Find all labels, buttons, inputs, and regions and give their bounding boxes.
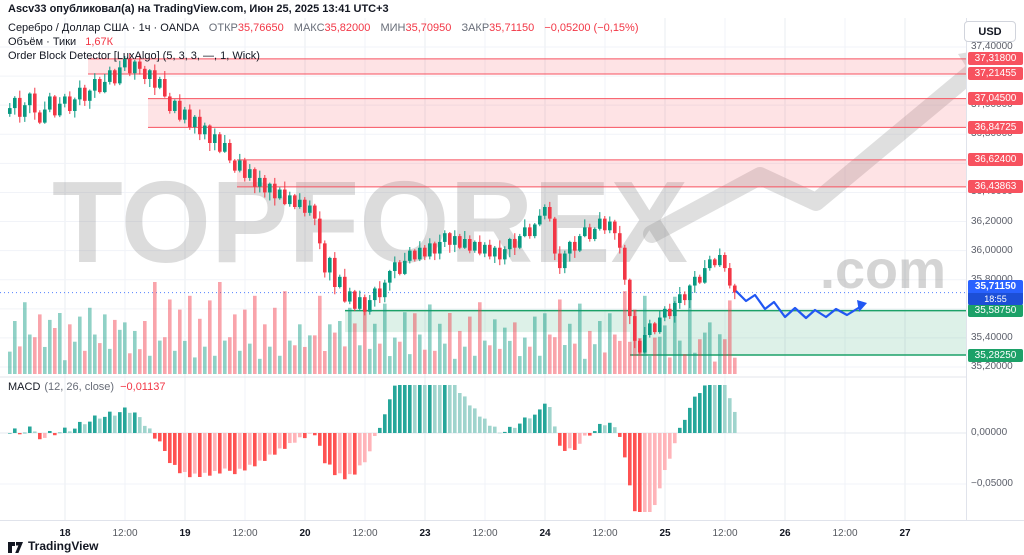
indicator-legend-row[interactable]: Order Block Detector [LuxAlgo] (5, 3, 3,… xyxy=(8,49,639,63)
low-value: 35,70950 xyxy=(405,22,452,34)
bearish-order-block xyxy=(88,58,966,74)
price-grid-label: 35,40000 xyxy=(971,331,1013,343)
bullish-zone-price-label: 35,58750 xyxy=(968,304,1023,318)
macd-histogram xyxy=(8,385,737,512)
chart-legend: Серебро / Доллар США · 1ч · OANDA ОТКР35… xyxy=(8,21,639,63)
macd-label: MACD xyxy=(8,381,41,393)
indicator-title: Order Block Detector [LuxAlgo] (5, 3, 3,… xyxy=(8,50,260,62)
time-tick-day: 27 xyxy=(899,528,911,539)
bullish-order-block xyxy=(630,332,966,355)
time-tick-day: 25 xyxy=(659,528,671,539)
bearish-order-block xyxy=(237,159,966,187)
price-grid-label: 35,20000 xyxy=(971,361,1013,372)
time-tick-hour: 12:00 xyxy=(832,528,858,539)
macd-value: −0,01137 xyxy=(120,381,166,393)
order-block-zones xyxy=(88,58,966,356)
price-grid-label: 36,20000 xyxy=(971,215,1013,227)
bearish-zone-price-label: 36,62400 xyxy=(968,153,1023,167)
time-tick-hour: 12:00 xyxy=(232,528,258,539)
bearish-zone-price-label: 36,43863 xyxy=(968,180,1023,194)
change-value: −0,05200 (−0,15%) xyxy=(544,22,639,34)
bar-countdown: 18:55 xyxy=(968,293,1023,306)
tradingview-logo-text: TradingView xyxy=(28,539,99,553)
time-tick-hour: 12:00 xyxy=(592,528,618,539)
volume-value: 1,67К xyxy=(85,36,114,48)
time-tick-hour: 12:00 xyxy=(112,528,138,539)
price-grid-label: 35,80000 xyxy=(971,274,1013,285)
high-label: МАКС xyxy=(293,22,325,34)
macd-axis-label: 0,00000 xyxy=(971,427,1008,438)
projection-arrow xyxy=(735,290,867,320)
bearish-zone-price-label: 36,84725 xyxy=(968,120,1023,134)
current-price-value: 35,71150 xyxy=(968,280,1023,294)
currency-toggle-button[interactable]: USD xyxy=(964,21,1016,42)
bullish-order-block xyxy=(345,310,966,333)
forecast-zigzag-arrow xyxy=(735,290,861,320)
tradingview-branding[interactable]: TradingView xyxy=(8,539,98,553)
time-axis[interactable]: 18 12:00 19 12:00 20 12:00 23 12:00 24 12:00 25 12:… xyxy=(0,520,1024,555)
time-tick-day: 26 xyxy=(779,528,791,539)
time-tick-day: 20 xyxy=(299,528,311,539)
bullish-zone-price-label: 35,28250 xyxy=(968,348,1023,362)
volume-layer xyxy=(8,282,737,374)
symbol-title: Серебро / Доллар США · 1ч · OANDA xyxy=(8,22,199,34)
bearish-zone-price-label: 37,21455 xyxy=(968,67,1023,81)
macd-legend-row[interactable]: MACD (12, 26, close) −0,01137 xyxy=(8,381,165,393)
close-value: 35,71150 xyxy=(489,22,535,34)
time-tick-hour: 12:00 xyxy=(712,528,738,539)
volume-legend-row[interactable]: Объём · Тики 1,67К xyxy=(8,35,639,49)
open-label: ОТКР xyxy=(208,22,238,34)
symbol-legend-row[interactable]: Серебро / Доллар США · 1ч · OANDA ОТКР35… xyxy=(8,21,639,35)
watermark-text: TOPFOREX xyxy=(52,157,688,287)
publish-bar: Ascv33 опубликовал(а) на TradingView.com… xyxy=(0,0,1024,18)
bearish-zone-price-label: 37,31800 xyxy=(968,52,1023,66)
price-grid-label: 36,00000 xyxy=(971,244,1013,256)
grid-layer xyxy=(0,18,966,520)
time-tick-hour: 12:00 xyxy=(472,528,498,539)
publish-text: Ascv33 опубликовал(а) на TradingView.com… xyxy=(8,3,389,15)
time-tick-day: 18 xyxy=(59,528,71,539)
bearish-order-block xyxy=(148,98,966,128)
time-tick-day: 23 xyxy=(419,528,431,539)
forecast-arrow-head xyxy=(857,300,867,312)
high-value: 35,82000 xyxy=(324,22,371,34)
tradingview-logo-icon xyxy=(8,542,23,553)
low-label: МИН xyxy=(380,22,406,34)
price-axis[interactable]: 37,4000037,0000036,8000036,4000036,20000… xyxy=(966,18,1024,520)
price-grid-label: 37,40000 xyxy=(971,41,1013,52)
macd-axis-label: −0,05000 xyxy=(971,478,1013,489)
volume-label: Объём · Тики xyxy=(8,36,77,48)
watermark-arrow-icon xyxy=(643,55,991,243)
time-tick-day: 24 xyxy=(539,528,551,539)
candles-layer xyxy=(8,53,737,354)
watermark-suffix: .com xyxy=(820,240,946,300)
time-tick-day: 19 xyxy=(179,528,191,539)
time-tick-hour: 12:00 xyxy=(352,528,378,539)
bearish-zone-price-label: 37,04500 xyxy=(968,92,1023,106)
macd-params: (12, 26, close) xyxy=(44,381,115,393)
close-label: ЗАКР xyxy=(461,22,490,34)
current-price-label: 35,71150 18:55 xyxy=(968,280,1023,306)
open-value: 35,76650 xyxy=(237,22,284,34)
